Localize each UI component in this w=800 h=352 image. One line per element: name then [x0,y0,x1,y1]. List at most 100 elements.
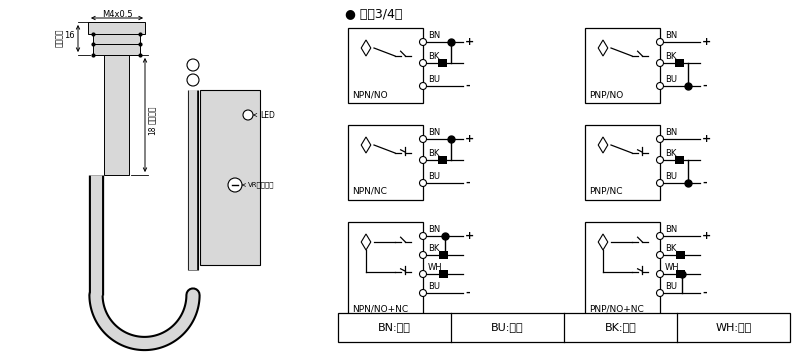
Text: BN: BN [428,31,440,40]
Bar [338,313,790,342]
Text: BK: BK [665,149,676,158]
Circle shape [657,38,663,45]
Text: BK: BK [665,244,676,253]
Polygon shape [598,40,608,56]
Text: -: - [702,81,706,91]
Text: -: - [465,178,470,188]
Text: NPN/NO: NPN/NO [352,90,388,99]
Bar [104,55,129,175]
Text: BU: BU [665,172,677,181]
Text: +: + [465,231,474,241]
Text: NPN/NC: NPN/NC [352,187,387,196]
Text: -: - [702,178,706,188]
Bar [348,125,423,200]
Text: WH:白色: WH:白色 [715,322,752,333]
Text: 18: 18 [148,125,157,135]
Text: -: - [465,288,470,298]
Text: -: - [465,81,470,91]
Text: WH: WH [665,263,680,272]
Text: 检测距离: 检测距离 [148,106,157,124]
Text: BU:兰色: BU:兰色 [491,322,524,333]
Text: BU: BU [665,75,677,84]
Circle shape [187,74,199,86]
Text: +: + [465,37,474,47]
Text: BU: BU [428,282,440,291]
Text: BN: BN [428,225,440,234]
Text: +: + [465,134,474,144]
Bar [200,90,260,265]
Text: -: - [702,288,706,298]
Circle shape [419,251,426,258]
Bar [585,222,660,317]
Polygon shape [598,234,608,250]
Bar [585,125,660,200]
Bar [93,44,140,55]
Bar [585,28,660,103]
Bar [438,59,447,67]
Circle shape [657,157,663,163]
Bar [439,251,448,259]
Text: M4x0.5: M4x0.5 [102,10,132,19]
Polygon shape [362,137,371,153]
Bar [675,156,684,164]
Circle shape [228,178,242,192]
Text: BN:棕色: BN:棕色 [378,322,411,333]
Polygon shape [598,137,608,153]
Text: BU: BU [665,282,677,291]
Bar [676,251,685,259]
Circle shape [419,38,426,45]
Text: PNP/NC: PNP/NC [589,187,622,196]
Text: +: + [702,37,711,47]
Circle shape [419,180,426,187]
Text: PNP/NO+NC: PNP/NO+NC [589,304,644,313]
Circle shape [187,59,199,71]
Bar [348,222,423,317]
Text: NPN/NO+NC: NPN/NO+NC [352,304,408,313]
Text: BU: BU [428,75,440,84]
Bar [88,22,145,34]
Circle shape [419,270,426,277]
Circle shape [243,110,253,120]
Circle shape [657,136,663,143]
Polygon shape [362,40,371,56]
Circle shape [657,289,663,296]
Polygon shape [362,234,371,250]
Text: BK:黑色: BK:黑色 [605,322,636,333]
Text: 16: 16 [64,31,75,40]
Text: ● 直八3/4线: ● 直八3/4线 [345,8,402,21]
Text: BK: BK [428,149,439,158]
Text: LED: LED [254,111,275,119]
Text: 安装螺母: 安装螺母 [55,29,64,47]
Circle shape [419,289,426,296]
Text: +: + [702,231,711,241]
Circle shape [657,59,663,67]
Text: BU: BU [428,172,440,181]
Text: WH: WH [428,263,442,272]
Text: BN: BN [428,128,440,137]
Circle shape [657,180,663,187]
Circle shape [657,251,663,258]
Text: BN: BN [665,31,678,40]
Text: BK: BK [428,52,439,61]
Text: BK: BK [665,52,676,61]
Circle shape [657,233,663,239]
Bar [676,270,685,278]
Text: BK: BK [428,244,439,253]
Bar [348,28,423,103]
Text: BN: BN [665,128,678,137]
Bar [675,59,684,67]
Bar [93,34,140,44]
Bar [439,270,448,278]
Circle shape [419,157,426,163]
Bar [438,156,447,164]
Text: BN: BN [665,225,678,234]
Circle shape [419,233,426,239]
Text: +: + [702,134,711,144]
Circle shape [657,82,663,89]
Text: VR距离调节: VR距离调节 [242,182,274,188]
Circle shape [419,59,426,67]
Circle shape [419,136,426,143]
Circle shape [657,270,663,277]
Text: PNP/NO: PNP/NO [589,90,623,99]
Circle shape [419,82,426,89]
